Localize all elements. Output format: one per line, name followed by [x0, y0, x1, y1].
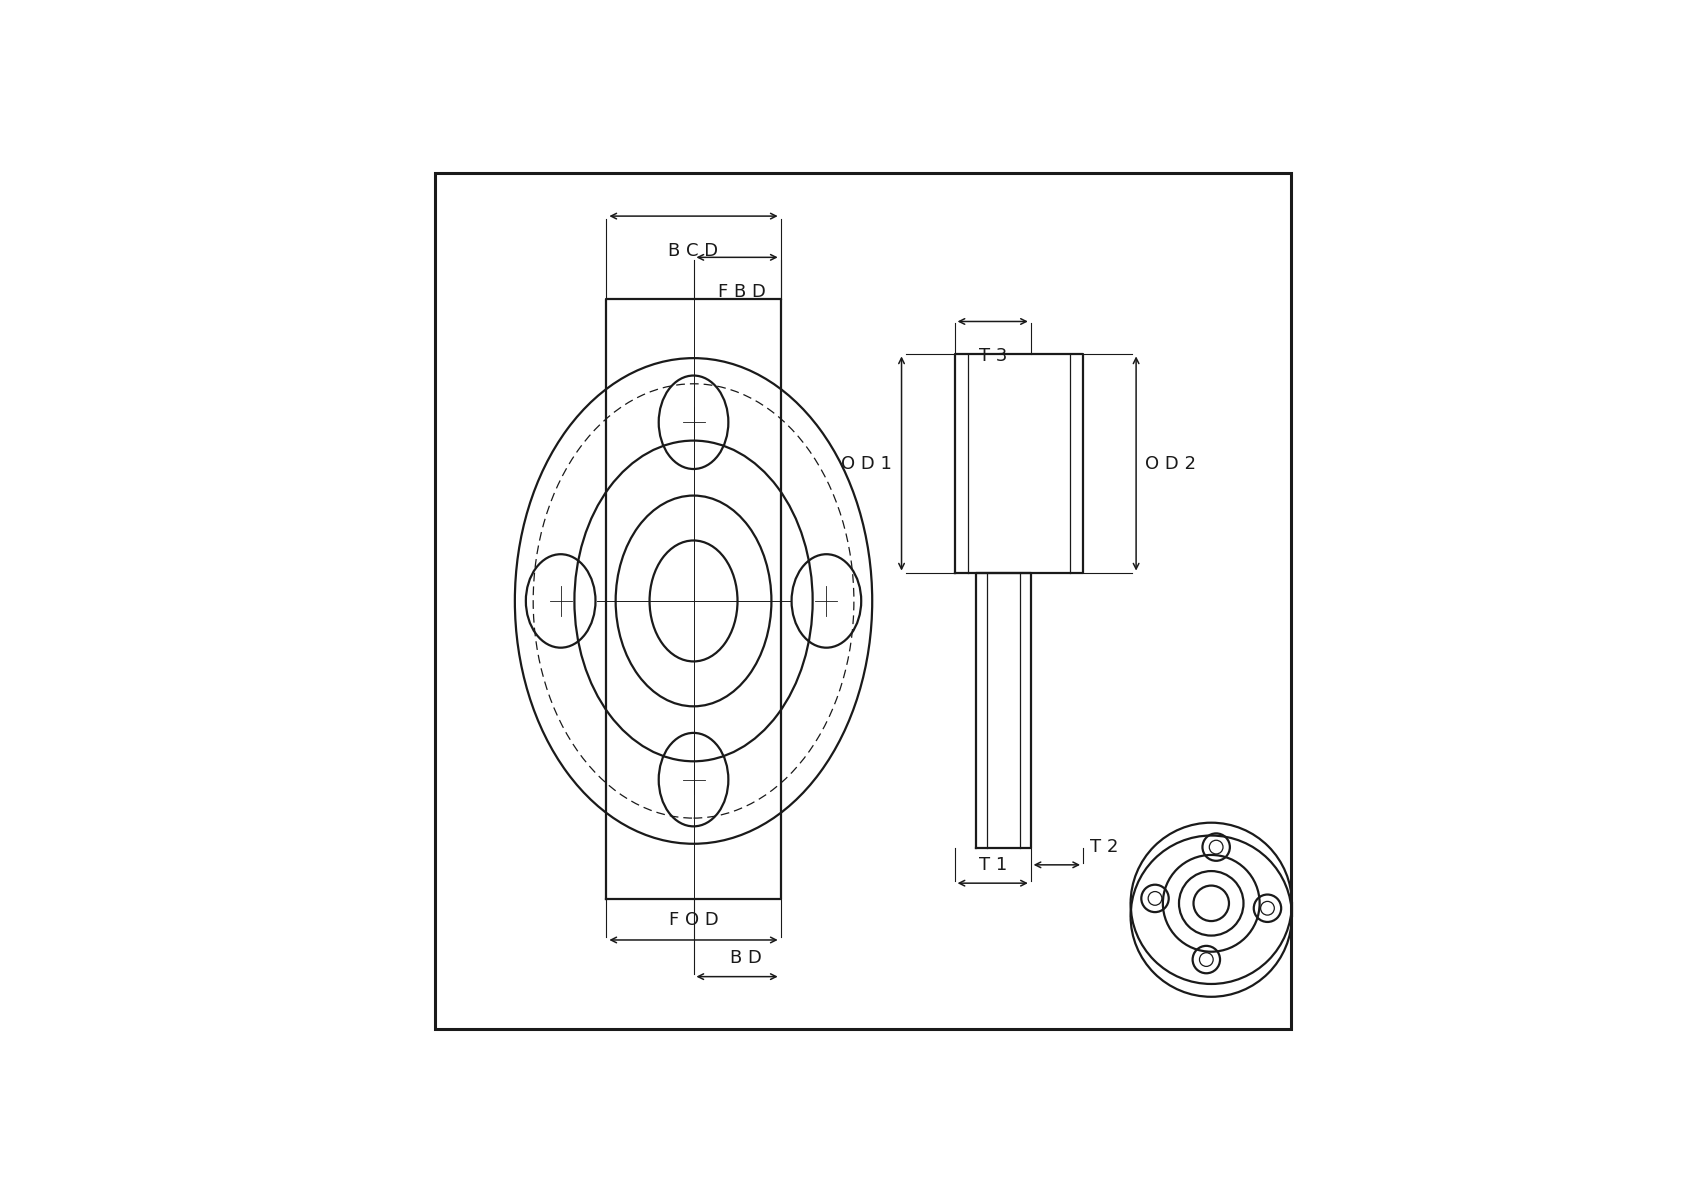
Text: O D 2: O D 2: [1145, 455, 1196, 472]
Text: F O D: F O D: [669, 912, 719, 929]
Text: F B D: F B D: [717, 283, 766, 301]
Text: T 2: T 2: [1090, 838, 1118, 856]
Text: B C D: B C D: [669, 242, 719, 259]
Text: B D: B D: [731, 948, 763, 966]
Text: T 3: T 3: [978, 347, 1007, 365]
Text: O D 1: O D 1: [842, 455, 893, 472]
Text: T 1: T 1: [978, 856, 1007, 873]
